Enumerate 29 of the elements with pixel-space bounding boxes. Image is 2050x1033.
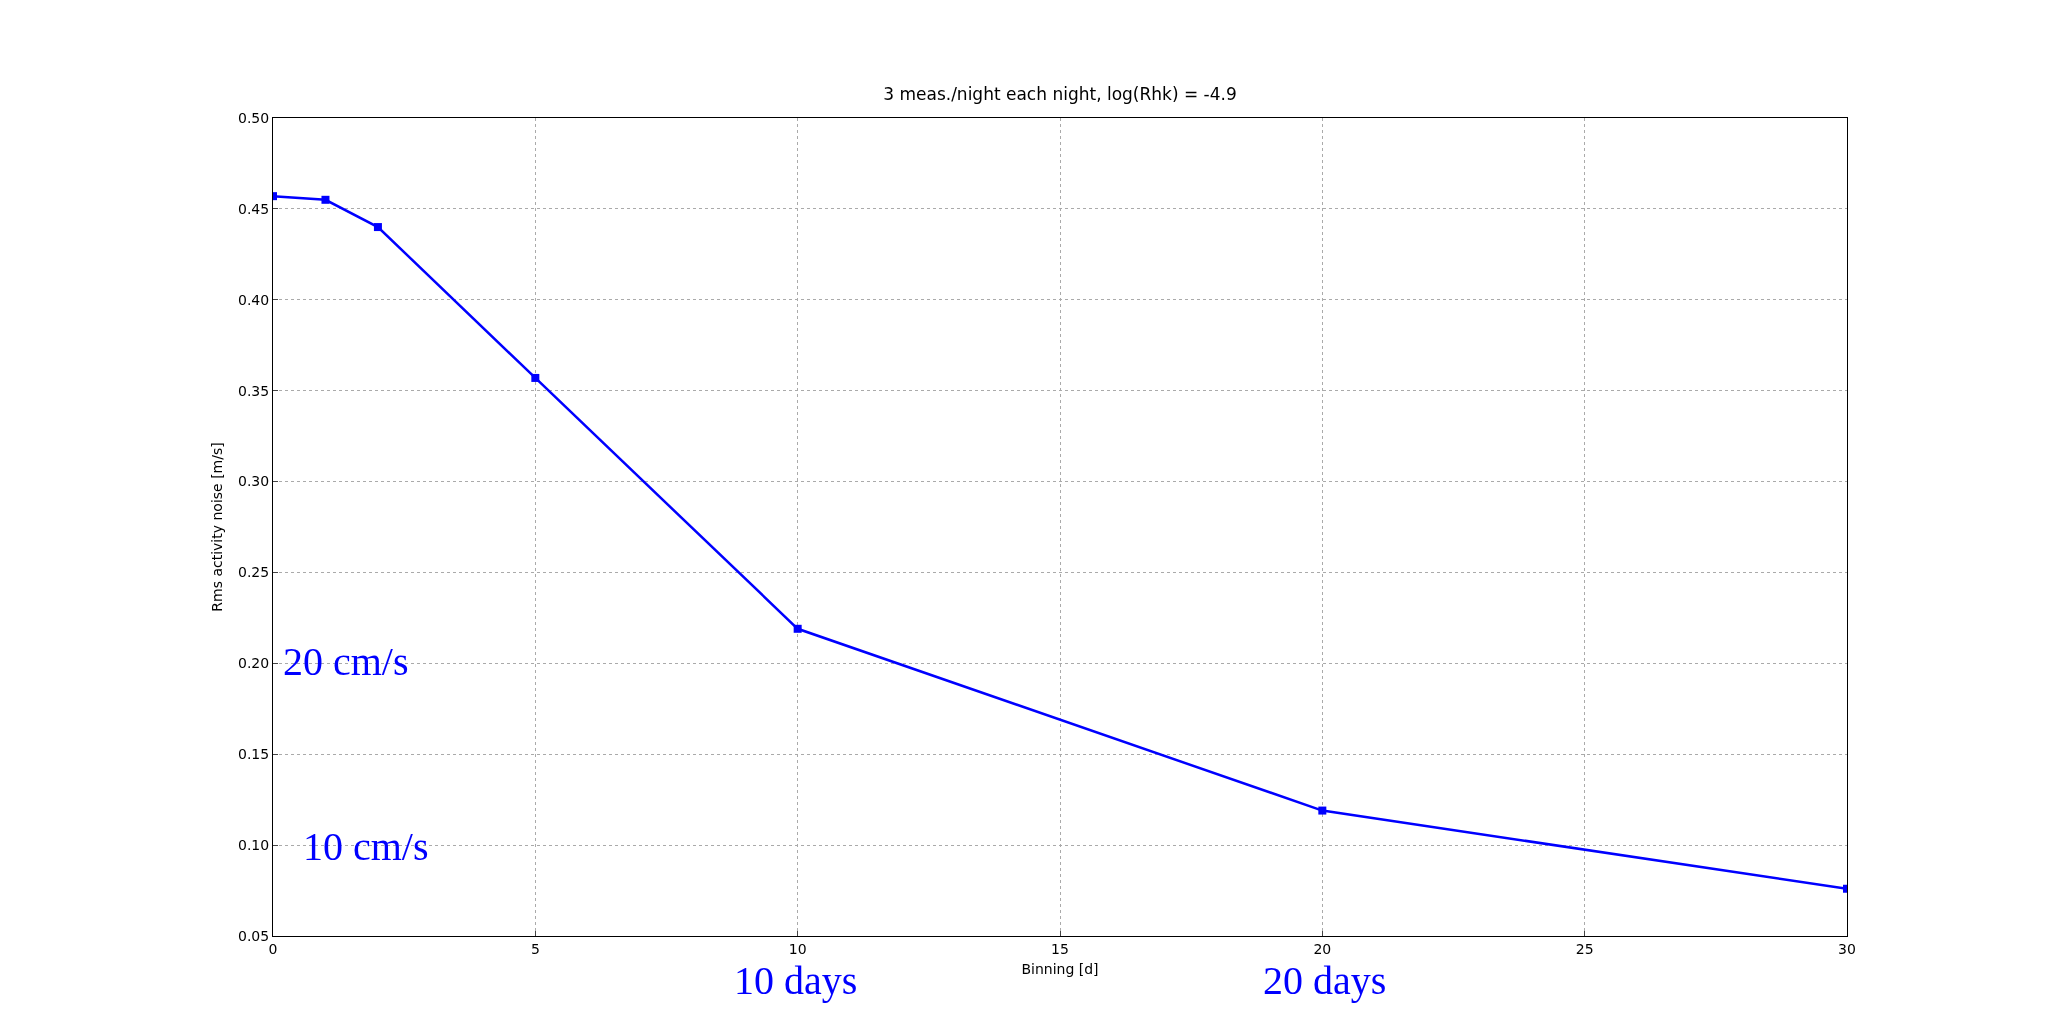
- y-tick-label: 0.35: [238, 382, 270, 399]
- annotation: 20 cm/s: [283, 639, 409, 684]
- point: [793, 624, 802, 633]
- chart-title: 3 meas./night each night, log(Rhk) = -4.9: [883, 84, 1237, 104]
- y-tick-label: 0.45: [238, 200, 270, 217]
- annotation: 10 cm/s: [303, 824, 429, 869]
- x-tick-label: 5: [530, 940, 540, 957]
- x-tick-label: 10: [788, 940, 807, 957]
- y-tick-label: 0.20: [238, 655, 270, 672]
- y-tick-label: 0.25: [238, 564, 270, 581]
- x-tick-label: 25: [1575, 940, 1594, 957]
- x-axis-title: Binning [d]: [1021, 961, 1099, 978]
- y-tick-label: 0.50: [238, 109, 270, 126]
- x-tick-label: 0: [268, 940, 278, 957]
- x-tick-label: 30: [1838, 940, 1856, 957]
- point: [1318, 806, 1327, 815]
- y-tick-label: 0.10: [238, 837, 270, 854]
- text: 10 days: [734, 958, 858, 1003]
- point: [321, 195, 330, 204]
- point: [373, 223, 382, 232]
- x-tick-label: 20: [1313, 940, 1332, 957]
- y-tick-label: 0.15: [238, 746, 270, 763]
- y-tick-label: 0.30: [238, 473, 270, 490]
- y-tick-label: 0.40: [238, 291, 270, 308]
- text: 20 days: [1263, 958, 1387, 1003]
- y-axis-title: Rms activity noise [m/s]: [208, 442, 225, 612]
- x-tick-label: 15: [1051, 940, 1069, 957]
- point: [531, 373, 540, 382]
- y-tick-label: 0.05: [238, 927, 270, 944]
